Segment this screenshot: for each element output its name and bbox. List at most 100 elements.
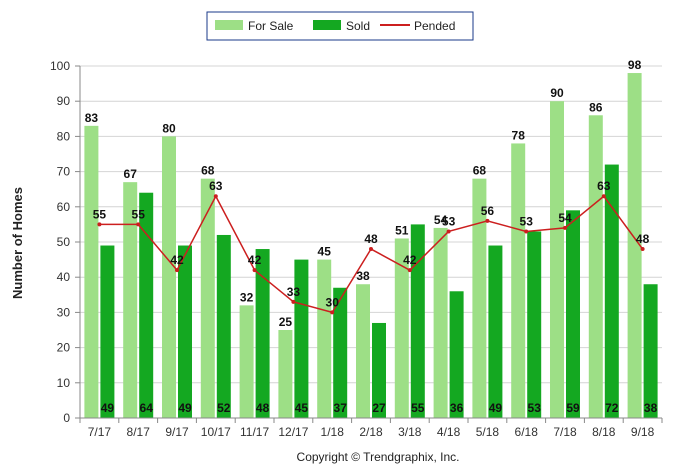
data-label-sold-10-17: 52 (217, 401, 231, 415)
y-tick-label-90: 90 (57, 94, 71, 108)
bar-sold-5-18 (488, 245, 503, 418)
x-tick-label-9-17: 9/17 (165, 425, 189, 439)
data-label-pended-9-17: 42 (170, 253, 184, 267)
bar-sold-8-17 (139, 192, 154, 418)
data-label-for-sale-4-18: 54 (434, 213, 448, 227)
data-label-sold-8-18: 72 (605, 401, 619, 415)
data-label-sold-4-18: 36 (450, 401, 464, 415)
data-label-pended-10-17: 63 (209, 179, 223, 193)
x-tick-label-6-18: 6/18 (515, 425, 539, 439)
x-tick-label-8-18: 8/18 (592, 425, 616, 439)
copyright-text: Copyright © Trendgraphix, Inc. (297, 450, 460, 464)
bar-for-sale-6-18 (511, 143, 526, 418)
x-tick-label-5-18: 5/18 (476, 425, 500, 439)
x-tick-label-3-18: 3/18 (398, 425, 422, 439)
bar-sold-9-17 (178, 245, 192, 418)
y-tick-label-20: 20 (57, 341, 71, 355)
data-label-for-sale-7-18: 90 (550, 86, 564, 100)
data-label-pended-1-18: 30 (326, 295, 340, 309)
data-label-for-sale-10-17: 68 (201, 164, 215, 178)
gridlines (80, 65, 662, 419)
data-label-sold-8-17: 64 (140, 401, 154, 415)
data-label-pended-4-18: 53 (442, 214, 456, 228)
point-pended-2-18 (369, 247, 373, 252)
bar-sold-11-17 (255, 249, 270, 418)
bar-sold-3-18 (410, 224, 425, 418)
data-label-for-sale-8-18: 86 (589, 100, 603, 114)
y-tick-label-50: 50 (57, 235, 71, 249)
point-pended-1-18 (330, 310, 335, 315)
x-tick-label-9-18: 9/18 (631, 425, 655, 439)
bar-for-sale-3-18 (394, 238, 409, 418)
bar-sold-7-17 (100, 245, 115, 418)
x-tick-label-12-17: 12/17 (278, 425, 308, 439)
pended-line (97, 194, 645, 315)
y-axis-title: Number of Homes (10, 187, 25, 299)
x-tick-label-7-17: 7/17 (88, 425, 112, 439)
legend-label-for-sale: For Sale (248, 19, 294, 33)
legend-label-pended: Pended (414, 19, 455, 33)
data-label-sold-9-18: 38 (644, 401, 658, 415)
data-label-pended-6-18: 53 (520, 214, 534, 228)
bar-for-sale-7-18 (550, 101, 564, 418)
point-pended-5-18 (485, 218, 490, 223)
point-pended-11-17 (252, 268, 257, 273)
legend-swatch-sold (313, 20, 341, 30)
bar-sold-1-18 (333, 287, 348, 418)
point-pended-12-17 (291, 299, 296, 304)
bar-sold-8-18 (604, 164, 619, 418)
bar-for-sale-10-17 (200, 178, 215, 418)
data-label-for-sale-9-17: 80 (162, 121, 176, 135)
bar-sold-6-18 (527, 231, 542, 418)
bar-for-sale-9-17 (162, 136, 176, 418)
x-tick-label-7-18: 7/18 (553, 425, 577, 439)
legend: For Sale Sold Pended (206, 11, 474, 41)
data-label-pended-11-17: 42 (248, 253, 262, 267)
point-pended-7-17 (97, 222, 102, 227)
axes: 0 10 20 30 40 50 60 70 80 90 100 7/17 8/17 9/17 10/17 1… (50, 59, 663, 439)
data-label-pended-5-18: 56 (481, 204, 495, 218)
data-label-for-sale-1-18: 45 (318, 245, 332, 259)
point-pended-9-17 (175, 268, 179, 273)
x-tick-label-10-17: 10/17 (201, 425, 231, 439)
bars (84, 73, 658, 418)
y-tick-label-100: 100 (50, 59, 70, 73)
data-label-for-sale-6-18: 78 (512, 128, 526, 142)
data-label-pended-2-18: 48 (364, 232, 378, 246)
bar-for-sale-11-17 (239, 305, 254, 418)
x-tick-label-4-18: 4/18 (437, 425, 461, 439)
y-tick-label-30: 30 (57, 305, 71, 319)
data-label-pended-8-17: 55 (132, 207, 146, 221)
data-label-sold-7-17: 49 (101, 401, 115, 415)
bar-for-sale-1-18 (317, 259, 332, 418)
y-tick-label-80: 80 (57, 129, 71, 143)
y-tick-label-10: 10 (57, 376, 71, 390)
data-label-pended-7-17: 55 (93, 207, 107, 221)
point-pended-3-18 (407, 268, 412, 273)
bar-sold-4-18 (449, 291, 464, 418)
y-tick-label-0: 0 (63, 411, 70, 425)
data-label-for-sale-3-18: 51 (395, 223, 409, 237)
data-label-pended-12-17: 33 (287, 285, 301, 299)
data-label-for-sale-9-18: 98 (628, 58, 642, 72)
data-label-pended-7-18: 54 (558, 211, 572, 225)
y-tick-label-40: 40 (57, 270, 71, 284)
data-label-for-sale-12-17: 25 (279, 315, 293, 329)
bar-for-sale-8-18 (588, 115, 603, 418)
data-label-sold-12-17: 45 (295, 401, 309, 415)
data-label-pended-3-18: 42 (403, 253, 417, 267)
point-pended-8-17 (136, 222, 141, 227)
data-label-for-sale-7-17: 83 (85, 111, 99, 125)
bar-sold-2-18 (372, 322, 386, 418)
y-tick-label-60: 60 (57, 200, 71, 214)
data-label-for-sale-11-17: 32 (240, 290, 254, 304)
data-label-pended-9-18: 48 (636, 232, 650, 246)
data-label-for-sale-2-18: 38 (356, 269, 370, 283)
data-labels: 83 49 67 64 80 49 68 52 32 48 25 45 45 37 38 27 51 55 54 36… (85, 58, 658, 415)
bar-sold-12-17 (294, 259, 309, 418)
bar-for-sale-7-17 (84, 125, 99, 418)
bar-for-sale-5-18 (472, 178, 487, 418)
point-pended-8-18 (601, 194, 606, 199)
data-label-sold-1-18: 37 (334, 401, 348, 415)
